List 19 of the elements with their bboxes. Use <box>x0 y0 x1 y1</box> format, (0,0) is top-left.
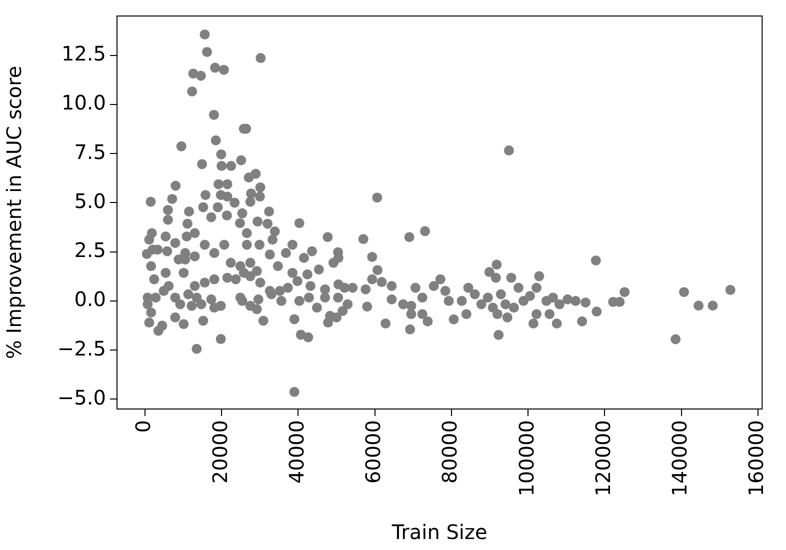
y-tick-label: 5.0 <box>74 188 106 213</box>
y-tick-label: 7.5 <box>74 140 106 164</box>
y-tick-label: 0.0 <box>74 287 106 312</box>
y-axis-title: % Improvement in AUC score <box>2 66 26 360</box>
x-tick-label: 0 <box>131 420 156 433</box>
x-tick-label: 40000 <box>284 420 308 484</box>
x-tick-label: 160000 <box>744 420 768 496</box>
y-tick-label: 12.5 <box>61 42 106 66</box>
x-tick-label: 140000 <box>668 420 692 496</box>
x-axis-title: Train Size <box>390 520 488 544</box>
y-tick-label: −5.0 <box>57 385 106 410</box>
y-tick-label: −2.5 <box>57 336 106 360</box>
y-tick-label: 2.5 <box>74 238 106 262</box>
y-tick-label: 10.0 <box>61 90 106 115</box>
x-tick-label: 20000 <box>208 420 232 484</box>
x-tick-label: 120000 <box>590 420 615 496</box>
x-tick-label: 100000 <box>514 420 538 496</box>
x-tick-label: 80000 <box>438 420 462 484</box>
x-tick-label: 60000 <box>361 420 386 484</box>
